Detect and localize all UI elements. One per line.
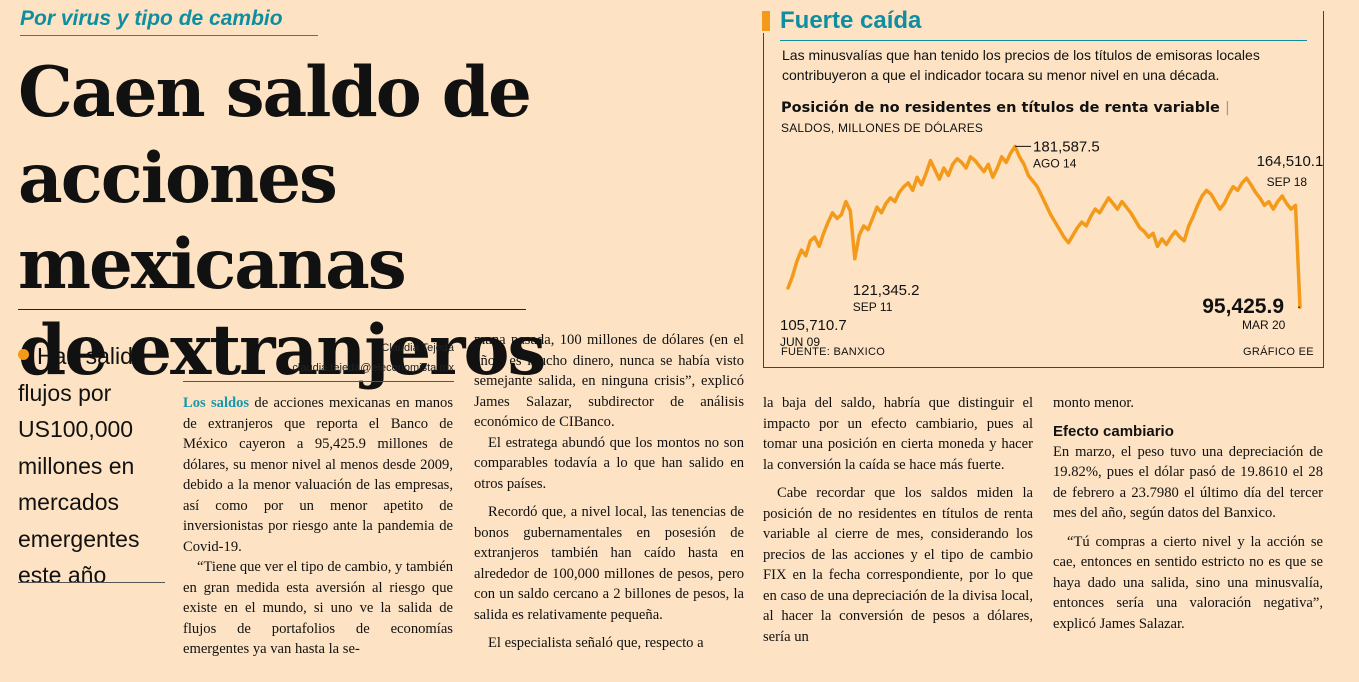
summary-line: flujos por [18, 379, 112, 406]
paragraph: El especialista señaló que, respecto a [488, 635, 704, 651]
summary: Han salido flujos por US100,000 millones… [18, 338, 166, 594]
headline: Caen saldo de acciones mexicanas de extr… [18, 50, 738, 394]
kicker: Por virus y tipo de cambio [20, 4, 318, 36]
graphic-title: Fuerte caída [780, 7, 922, 34]
headline-rule [18, 309, 526, 310]
summary-line: Han salido [37, 343, 146, 369]
series-line [786, 144, 1302, 309]
paragraph: El estratega abundó que los montos no so… [474, 434, 744, 492]
annotation-value: 121,345.2 [853, 282, 920, 299]
chart-units: SALDOS, MILLONES DE DÓLARES [781, 121, 984, 135]
annotation-date: SEP 11 [853, 300, 893, 314]
chart-title: Posición de no residentes en títulos de … [781, 98, 1230, 118]
paragraph: “Tiene que ver el tipo de cambio, y tamb… [183, 559, 453, 657]
lead-in: Los saldos [183, 395, 250, 411]
summary-line: US100,000 [18, 416, 134, 442]
headline-line-2: acciones mexicanas [18, 138, 407, 305]
annotation-value: 181,587.5 [1033, 138, 1100, 155]
author-email[interactable]: claudia.tejeda@eleconomista.mx [292, 362, 454, 374]
graphic-title-rule [780, 40, 1307, 41]
annotation-value: 164,510.1 [1257, 153, 1324, 170]
summary-line: emergentes [18, 525, 140, 552]
article-column-2: mana pasada, 100 millones de dólares (en… [474, 330, 744, 654]
article-column-1: Los saldos de acciones mexicanas en mano… [183, 393, 453, 660]
column-rule [183, 381, 454, 382]
annotation-value: 95,425.9 [1202, 295, 1284, 318]
headline-line-3: de extranjeros [18, 310, 546, 391]
summary-line: millones en [18, 452, 135, 479]
annotation-date: SEP 18 [1267, 175, 1308, 189]
article-column-4: monto menor. Efecto cambiario En marzo, … [1053, 393, 1323, 634]
paragraph: de acciones mexicanas en manos de extran… [183, 395, 454, 555]
paragraph: “Tú compras a cierto nivel y la acción s… [1053, 533, 1323, 632]
article-column-3: la baja del saldo, habría que distinguir… [763, 393, 1033, 647]
graphic-box [763, 11, 1324, 368]
graphic-credit: GRÁFICO EE [1243, 346, 1314, 358]
paragraph: En marzo, el peso tuvo una depreciación … [1053, 443, 1323, 522]
annotation-date: JUN 09 [780, 335, 820, 349]
chart-title-text: Posición de no residentes en títulos de … [781, 100, 1220, 116]
subhead: Efecto cambiario [1053, 422, 1174, 440]
author-name: Claudia Tejeda [381, 342, 454, 354]
annotation-value: 105,710.7 [780, 317, 847, 334]
graphic-description: Las minusvalías que han tenido los preci… [782, 47, 1260, 83]
headline-line-1: Caen saldo de [18, 52, 532, 133]
annotation-date: AGO 14 [1033, 156, 1077, 170]
paragraph: la baja del saldo, habría que distinguir… [763, 395, 1033, 473]
paragraph: Cabe recordar que los saldos miden la po… [763, 485, 1033, 645]
summary-line: mercados [18, 489, 119, 515]
bullet-icon [18, 349, 29, 361]
summary-line: este año [18, 562, 107, 588]
paragraph: Recordó que, a nivel local, las tenencia… [474, 504, 744, 623]
graphic-source: FUENTE: BANXICO [781, 346, 886, 358]
paragraph: monto menor. [1053, 395, 1135, 411]
byline: Claudia Tejeda claudia.tejeda@eleconomis… [282, 338, 454, 378]
summary-rule [18, 582, 165, 583]
graphic-accent-bar [762, 11, 770, 31]
annotation-date: MAR 20 [1242, 318, 1286, 332]
paragraph: mana pasada, 100 millones de dólares (en… [474, 332, 744, 430]
title-pipe: | [1224, 100, 1230, 116]
